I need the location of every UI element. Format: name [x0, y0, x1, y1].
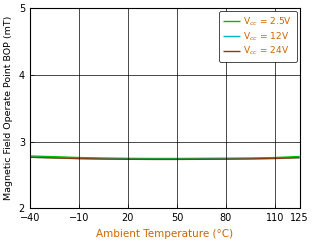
V$_{cc}$ = 12V [224, 157, 228, 160]
V$_{cc}$ = 24V [126, 158, 130, 161]
V$_{cc}$ = 2.5V [273, 156, 277, 159]
V$_{cc}$ = 2.5V [175, 157, 179, 160]
V$_{cc}$ = 12V [101, 157, 105, 160]
Y-axis label: Magnetic Field Operate Point BOP (mT): Magnetic Field Operate Point BOP (mT) [4, 16, 13, 200]
V$_{cc}$ = 24V [273, 157, 277, 160]
Line: V$_{cc}$ = 2.5V: V$_{cc}$ = 2.5V [30, 156, 300, 158]
V$_{cc}$ = 12V [53, 156, 56, 159]
V$_{cc}$ = 2.5V [53, 155, 56, 158]
V$_{cc}$ = 2.5V [126, 157, 130, 160]
V$_{cc}$ = 2.5V [224, 157, 228, 160]
V$_{cc}$ = 2.5V [200, 157, 203, 160]
V$_{cc}$ = 2.5V [28, 155, 32, 157]
V$_{cc}$ = 12V [77, 157, 81, 160]
V$_{cc}$ = 2.5V [101, 156, 105, 159]
V$_{cc}$ = 24V [200, 158, 203, 161]
Legend: V$_{cc}$ = 2.5V, V$_{cc}$ = 12V, V$_{cc}$ = 24V: V$_{cc}$ = 2.5V, V$_{cc}$ = 12V, V$_{cc}… [219, 11, 297, 62]
V$_{cc}$ = 24V [53, 156, 56, 159]
V$_{cc}$ = 12V [273, 157, 277, 160]
V$_{cc}$ = 12V [126, 158, 130, 161]
V$_{cc}$ = 12V [151, 158, 154, 161]
V$_{cc}$ = 12V [28, 156, 32, 159]
V$_{cc}$ = 24V [151, 158, 154, 161]
Line: V$_{cc}$ = 12V: V$_{cc}$ = 12V [30, 157, 300, 159]
V$_{cc}$ = 2.5V [249, 156, 252, 159]
X-axis label: Ambient Temperature (°C): Ambient Temperature (°C) [96, 229, 233, 239]
V$_{cc}$ = 24V [224, 158, 228, 161]
V$_{cc}$ = 24V [28, 156, 32, 159]
V$_{cc}$ = 12V [249, 157, 252, 160]
V$_{cc}$ = 12V [200, 158, 203, 161]
V$_{cc}$ = 24V [77, 157, 81, 160]
Line: V$_{cc}$ = 24V: V$_{cc}$ = 24V [30, 157, 300, 159]
V$_{cc}$ = 2.5V [151, 157, 154, 160]
V$_{cc}$ = 24V [249, 157, 252, 160]
V$_{cc}$ = 12V [175, 158, 179, 161]
V$_{cc}$ = 24V [298, 156, 301, 159]
V$_{cc}$ = 24V [101, 157, 105, 160]
V$_{cc}$ = 2.5V [298, 155, 301, 158]
V$_{cc}$ = 24V [175, 158, 179, 161]
V$_{cc}$ = 12V [298, 156, 301, 159]
V$_{cc}$ = 2.5V [77, 156, 81, 159]
